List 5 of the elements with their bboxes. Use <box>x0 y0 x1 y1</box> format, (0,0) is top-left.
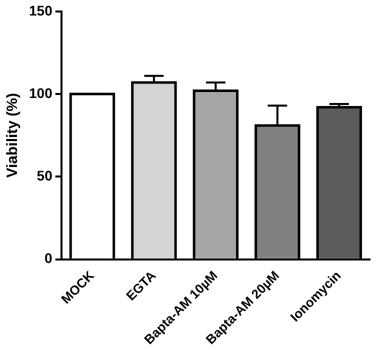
y-tick-label: 150 <box>29 2 53 18</box>
y-tick-label: 0 <box>44 250 53 266</box>
y-axis-title: Viability (%) <box>4 92 22 178</box>
y-tick-label: 50 <box>36 168 53 184</box>
y-tick-label: 100 <box>29 84 53 101</box>
